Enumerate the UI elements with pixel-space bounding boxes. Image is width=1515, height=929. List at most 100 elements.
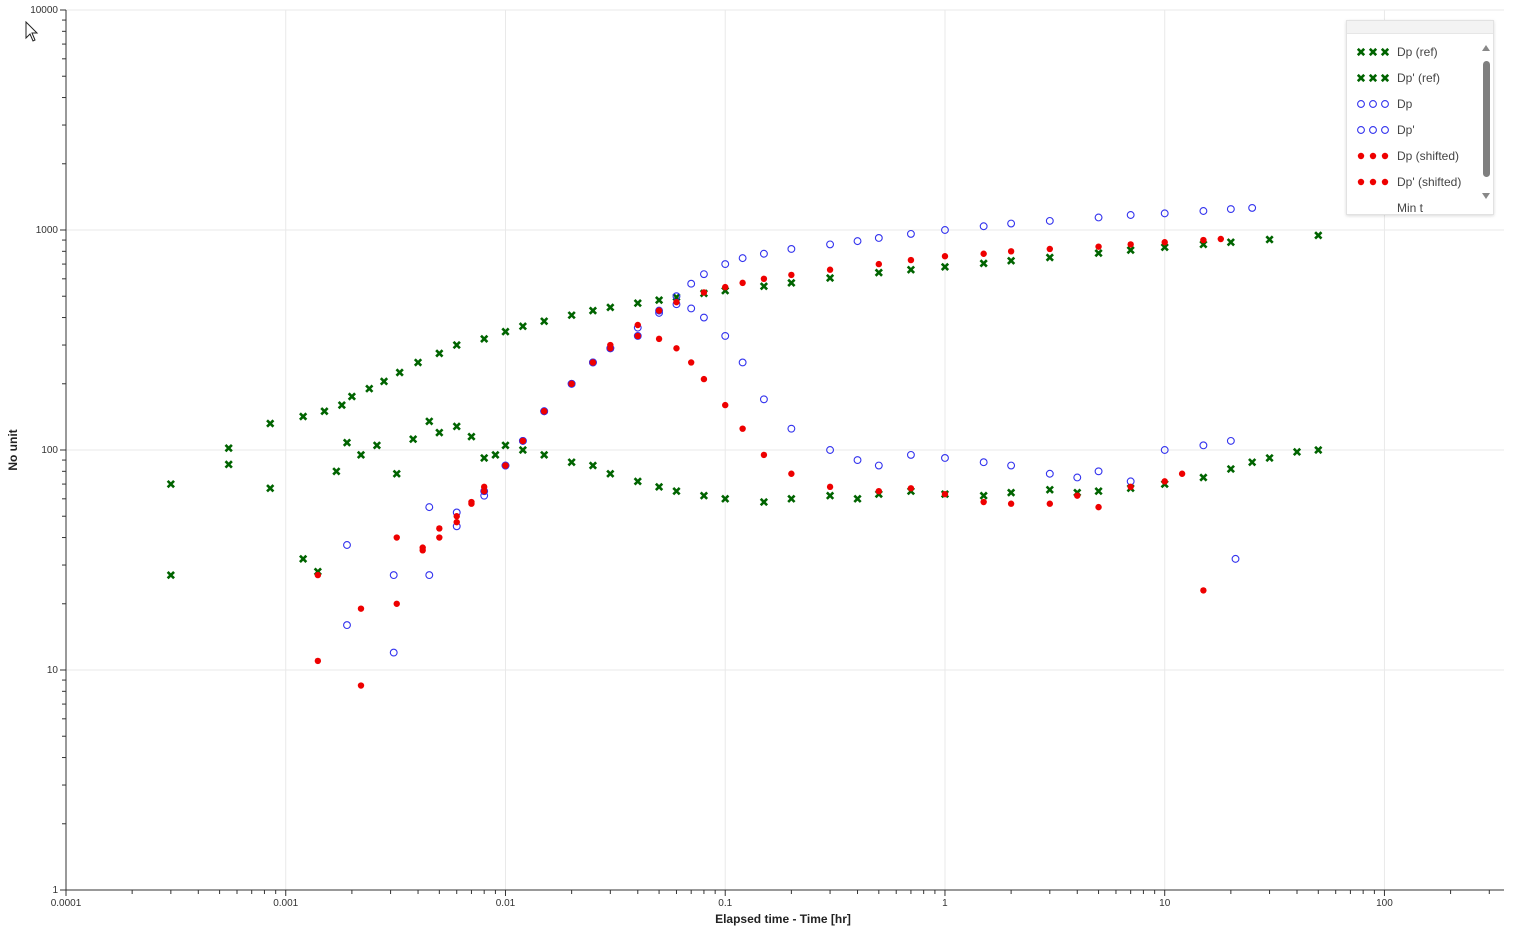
data-point bbox=[314, 657, 322, 665]
data-point bbox=[687, 279, 696, 288]
legend-label: Dp' (shifted) bbox=[1397, 175, 1462, 189]
data-point bbox=[425, 417, 434, 426]
data-point bbox=[589, 359, 597, 366]
data-point bbox=[940, 262, 950, 271]
data-point bbox=[1160, 209, 1169, 218]
data-point bbox=[788, 470, 795, 477]
data-point bbox=[266, 484, 275, 493]
legend-item[interactable]: Dp (shifted) bbox=[1347, 143, 1473, 169]
data-point bbox=[436, 534, 443, 541]
data-point bbox=[1094, 249, 1103, 258]
data-point bbox=[1357, 73, 1366, 83]
data-point bbox=[540, 408, 548, 415]
data-point bbox=[687, 359, 695, 366]
data-point bbox=[435, 349, 444, 358]
y-tick-label: 100 bbox=[41, 445, 58, 456]
data-point bbox=[655, 307, 663, 314]
data-point bbox=[722, 283, 729, 291]
data-point bbox=[467, 432, 476, 441]
data-point bbox=[365, 384, 374, 393]
data-point bbox=[501, 461, 510, 470]
data-point bbox=[1126, 246, 1135, 255]
x-tick-label: 0.1 bbox=[718, 898, 732, 909]
data-point bbox=[699, 491, 709, 500]
data-point bbox=[540, 407, 549, 416]
legend-item[interactable]: Dp bbox=[1347, 91, 1473, 117]
data-point bbox=[700, 375, 708, 383]
data-point bbox=[357, 605, 365, 612]
scroll-down-arrow-icon[interactable] bbox=[1482, 193, 1490, 199]
data-point bbox=[518, 445, 528, 455]
data-point bbox=[1381, 152, 1389, 160]
data-point bbox=[874, 268, 883, 277]
data-point bbox=[606, 303, 615, 312]
legend-header bbox=[1347, 21, 1493, 34]
series bbox=[314, 235, 1224, 689]
data-point bbox=[739, 425, 746, 432]
data-point bbox=[941, 226, 949, 234]
data-point bbox=[372, 441, 382, 450]
legend-item[interactable]: Dp' (ref) bbox=[1347, 65, 1473, 91]
y-tick-label: 10000 bbox=[30, 5, 58, 16]
data-point bbox=[1381, 100, 1389, 108]
data-point bbox=[826, 266, 834, 273]
data-point bbox=[1369, 126, 1377, 134]
data-point bbox=[1226, 464, 1235, 474]
data-point bbox=[787, 494, 796, 503]
data-point bbox=[453, 513, 460, 520]
legend-item[interactable]: Min t bbox=[1347, 195, 1473, 214]
data-point bbox=[634, 321, 641, 329]
data-point bbox=[1292, 447, 1302, 457]
data-point bbox=[1314, 445, 1323, 455]
data-point bbox=[1357, 178, 1365, 186]
data-point bbox=[392, 469, 401, 478]
data-point bbox=[699, 313, 708, 322]
data-point bbox=[759, 395, 768, 404]
scroll-up-arrow-icon[interactable] bbox=[1482, 45, 1490, 51]
legend-item[interactable]: Dp (ref) bbox=[1347, 39, 1473, 65]
legend-marker-icon bbox=[1357, 47, 1389, 57]
data-point bbox=[567, 458, 576, 467]
x-tick-label: 10 bbox=[1159, 898, 1171, 909]
data-point bbox=[1226, 436, 1235, 445]
legend-item[interactable]: Dp' (shifted) bbox=[1347, 169, 1473, 195]
legend-panel[interactable]: Dp (ref) Dp' (ref) Dp Dp' Dp (shifted) Dp' (s… bbox=[1346, 20, 1494, 215]
data-point bbox=[468, 498, 475, 506]
data-point bbox=[760, 275, 768, 283]
data-point bbox=[1160, 243, 1169, 252]
data-point bbox=[941, 454, 949, 462]
data-point bbox=[606, 469, 615, 478]
data-point bbox=[1314, 231, 1323, 240]
data-point bbox=[700, 289, 708, 296]
data-point bbox=[567, 379, 576, 388]
data-point bbox=[1369, 152, 1377, 160]
data-point bbox=[1045, 216, 1054, 225]
data-point bbox=[491, 450, 500, 460]
x-tick-label: 0.001 bbox=[273, 898, 298, 909]
data-point bbox=[687, 304, 696, 313]
data-point bbox=[588, 358, 597, 367]
data-point bbox=[673, 298, 680, 306]
data-point bbox=[1161, 239, 1168, 246]
data-point bbox=[633, 477, 642, 486]
data-point bbox=[760, 451, 768, 459]
legend-item[interactable]: Dp' bbox=[1347, 117, 1473, 143]
data-point bbox=[907, 485, 915, 492]
data-point bbox=[826, 240, 835, 249]
data-point bbox=[874, 234, 883, 242]
legend-scrollbar-thumb[interactable] bbox=[1483, 61, 1490, 177]
data-point bbox=[1006, 256, 1016, 265]
data-point bbox=[907, 256, 915, 264]
data-point bbox=[1046, 245, 1054, 253]
data-point bbox=[721, 260, 730, 269]
data-point bbox=[1199, 473, 1208, 482]
legend-label: Dp' bbox=[1397, 123, 1415, 137]
data-point bbox=[979, 491, 988, 500]
data-point bbox=[1045, 253, 1054, 262]
data-point bbox=[722, 401, 729, 409]
data-point bbox=[941, 490, 949, 498]
data-point bbox=[875, 260, 883, 268]
data-point bbox=[419, 544, 426, 551]
data-point bbox=[1046, 500, 1054, 507]
